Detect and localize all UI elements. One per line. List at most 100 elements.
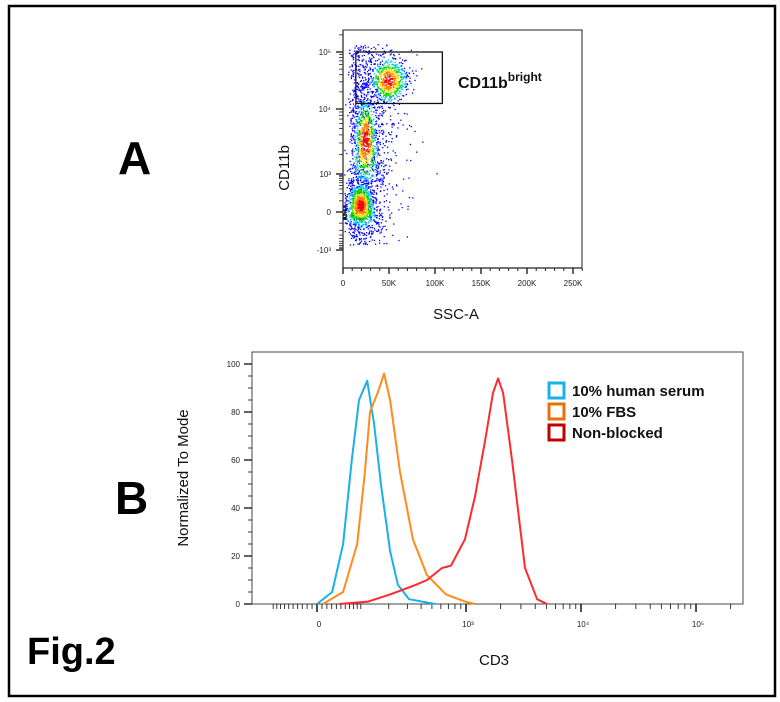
event-dot (362, 225, 364, 227)
event-dot (370, 127, 372, 130)
event-dot (363, 84, 365, 86)
event-dot (370, 100, 372, 102)
event-dot (382, 138, 384, 140)
event-dot (388, 63, 390, 65)
event-dot (359, 238, 361, 240)
event-dot (375, 152, 377, 154)
event-dot (388, 159, 390, 161)
event-dot (387, 64, 389, 67)
event-dot (352, 237, 354, 239)
event-dot (360, 159, 362, 161)
event-dot (361, 132, 364, 134)
event-dot (381, 111, 383, 113)
event-dot (353, 244, 355, 246)
event-dot (369, 164, 372, 166)
event-dot (368, 77, 370, 79)
event-dot (351, 214, 354, 216)
event-dot (386, 95, 388, 97)
event-dot (387, 100, 389, 102)
event-dot (374, 160, 376, 162)
event-dot (363, 135, 365, 138)
event-dot (385, 164, 387, 166)
event-dot (379, 162, 381, 164)
event-dot (363, 195, 365, 197)
event-dot (366, 150, 368, 152)
event-dot (358, 207, 360, 209)
event-dot (357, 160, 359, 162)
event-dot (359, 209, 361, 211)
event-dot (371, 239, 373, 241)
event-dot (364, 177, 366, 180)
event-dot (365, 142, 367, 144)
event-dot (360, 48, 362, 51)
event-dot (357, 144, 359, 146)
event-dot (370, 152, 372, 154)
event-dot (358, 83, 360, 85)
event-dot (377, 101, 379, 103)
event-dot (378, 93, 380, 95)
event-dot (382, 74, 384, 76)
event-dot (361, 87, 363, 89)
event-dot (356, 122, 358, 125)
event-dot (368, 203, 370, 205)
event-dot (396, 66, 398, 68)
event-dot (367, 212, 370, 214)
event-dot (376, 209, 378, 211)
event-dot (385, 69, 387, 72)
event-dot (383, 169, 386, 171)
event-dot (407, 208, 409, 210)
event-dot (362, 87, 365, 89)
event-dot (348, 180, 350, 182)
event-dot (378, 130, 380, 132)
figure-label: Fig.2 (27, 631, 116, 673)
event-dot (361, 158, 363, 161)
event-dot (377, 69, 379, 71)
event-dot (375, 197, 377, 199)
event-dot (361, 152, 363, 154)
event-dot (368, 111, 370, 113)
event-dot (401, 68, 404, 70)
event-dot (367, 127, 369, 130)
event-dot (369, 216, 371, 218)
event-dot (363, 129, 366, 131)
event-dot (351, 195, 353, 197)
event-dot (360, 96, 363, 98)
event-dot (363, 153, 365, 155)
event-dot (363, 98, 366, 100)
cd11b-bright-gate[interactable] (355, 51, 444, 105)
event-dot (366, 64, 368, 66)
event-dot (356, 132, 359, 134)
event-dot (390, 84, 392, 86)
event-dot (373, 151, 375, 153)
event-dot (371, 211, 373, 213)
event-dot (366, 209, 368, 211)
event-dot (363, 66, 365, 69)
event-dot (352, 202, 354, 204)
event-dot (376, 170, 378, 172)
event-dot (355, 45, 357, 47)
event-dot (361, 130, 363, 133)
event-dot (379, 88, 381, 90)
event-dot (379, 141, 381, 144)
event-dot (358, 75, 360, 77)
event-dot (358, 134, 361, 137)
event-dot (376, 215, 378, 217)
event-dot (383, 79, 385, 82)
event-dot (370, 151, 372, 153)
event-dot (362, 105, 364, 107)
event-dot (372, 140, 374, 142)
event-dot (377, 99, 379, 101)
event-dot (386, 87, 388, 89)
event-dot (379, 132, 381, 134)
event-dot (354, 217, 356, 219)
event-dot (344, 210, 347, 212)
event-dot (371, 159, 373, 161)
event-dot (362, 189, 364, 192)
event-dot (372, 123, 374, 125)
event-dot (391, 64, 393, 66)
event-dot (395, 194, 397, 196)
event-dot (371, 163, 373, 165)
event-dot (364, 69, 366, 71)
event-dot (373, 63, 375, 65)
event-dot (372, 157, 374, 159)
